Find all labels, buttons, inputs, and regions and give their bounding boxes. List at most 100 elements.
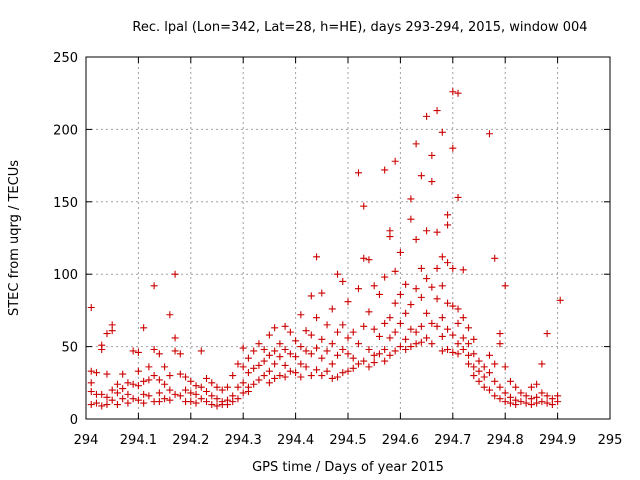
data-point <box>501 398 509 406</box>
data-point <box>208 392 216 400</box>
data-point <box>438 347 446 355</box>
data-point <box>318 354 326 362</box>
data-point <box>108 327 116 335</box>
data-point <box>239 389 247 397</box>
data-point <box>449 88 457 96</box>
data-point <box>318 372 326 380</box>
data-point <box>391 267 399 275</box>
data-point <box>370 325 378 333</box>
y-tick-label: 250 <box>53 51 78 66</box>
data-point <box>323 347 331 355</box>
data-point <box>402 335 410 343</box>
data-point <box>192 390 200 398</box>
data-point <box>506 377 514 385</box>
data-point <box>438 253 446 261</box>
chart-title: Rec. lpal (Lon=342, Lat=28, h=HE), days … <box>132 20 587 35</box>
data-point <box>438 282 446 290</box>
y-tick-label: 200 <box>53 123 78 138</box>
data-point <box>491 254 499 262</box>
data-point <box>166 311 174 319</box>
data-point <box>470 350 478 358</box>
y-tick-label: 50 <box>61 341 78 356</box>
data-point <box>402 280 410 288</box>
axis-ticks <box>85 56 611 420</box>
data-point <box>465 324 473 332</box>
data-point <box>543 330 551 338</box>
data-point <box>244 387 252 395</box>
data-point <box>428 178 436 186</box>
data-point <box>554 398 562 406</box>
data-point <box>349 328 357 336</box>
data-point <box>533 380 541 388</box>
data-point <box>213 383 221 391</box>
data-point <box>344 350 352 358</box>
data-point <box>444 221 452 229</box>
data-point <box>297 373 305 381</box>
data-point <box>485 386 493 394</box>
data-point <box>423 309 431 317</box>
data-point <box>501 363 509 371</box>
data-point <box>281 345 289 353</box>
data-point <box>407 195 415 203</box>
data-point <box>140 399 148 407</box>
data-point <box>465 351 473 359</box>
data-point <box>171 347 179 355</box>
data-point <box>292 353 300 361</box>
y-tick-label: 0 <box>70 413 78 428</box>
data-point <box>517 389 525 397</box>
data-point <box>449 302 457 310</box>
y-tick-label: 150 <box>53 196 78 211</box>
data-point <box>187 377 195 385</box>
data-point <box>354 340 362 348</box>
data-point <box>307 372 315 380</box>
data-point <box>187 389 195 397</box>
data-point <box>496 330 504 338</box>
y-tick-labels: 0 50 100 150 200 250 <box>53 51 78 428</box>
data-point <box>260 372 268 380</box>
data-point <box>92 369 100 377</box>
data-point <box>475 377 483 385</box>
x-tick-label: 294.5 <box>329 433 366 448</box>
data-point <box>501 282 509 290</box>
data-point <box>527 401 535 409</box>
data-point <box>276 372 284 380</box>
data-point <box>87 379 95 387</box>
data-point <box>407 215 415 223</box>
data-point <box>375 332 383 340</box>
data-point <box>239 344 247 352</box>
data-point <box>543 399 551 407</box>
data-point <box>459 314 467 322</box>
data-point <box>124 379 132 387</box>
x-tick-label: 294.9 <box>539 433 576 448</box>
x-tick-label: 295 <box>598 433 623 448</box>
data-point <box>161 395 169 403</box>
data-point <box>229 398 237 406</box>
data-point <box>370 359 378 367</box>
data-point <box>129 380 137 388</box>
grid <box>86 57 610 419</box>
data-point <box>496 395 504 403</box>
data-point <box>444 325 452 333</box>
x-tick-labels: 294 294.1 294.2 294.3 294.4 294.5 294.6 294.7 29… <box>74 433 623 448</box>
data-point <box>161 380 169 388</box>
data-point <box>365 345 373 353</box>
data-point <box>203 387 211 395</box>
data-point <box>313 366 321 374</box>
data-point <box>229 372 237 380</box>
data-point <box>480 373 488 381</box>
data-point <box>386 314 394 322</box>
data-point <box>239 379 247 387</box>
data-point <box>396 248 404 256</box>
data-point <box>313 253 321 261</box>
data-point <box>244 354 252 362</box>
data-point <box>556 296 564 304</box>
data-point <box>119 385 127 393</box>
data-point <box>129 395 137 403</box>
data-point <box>480 363 488 371</box>
data-point <box>271 324 279 332</box>
y-tick-label: 100 <box>53 268 78 283</box>
data-point <box>250 347 258 355</box>
data-point <box>260 357 268 365</box>
data-point <box>161 363 169 371</box>
data-point <box>538 389 546 397</box>
